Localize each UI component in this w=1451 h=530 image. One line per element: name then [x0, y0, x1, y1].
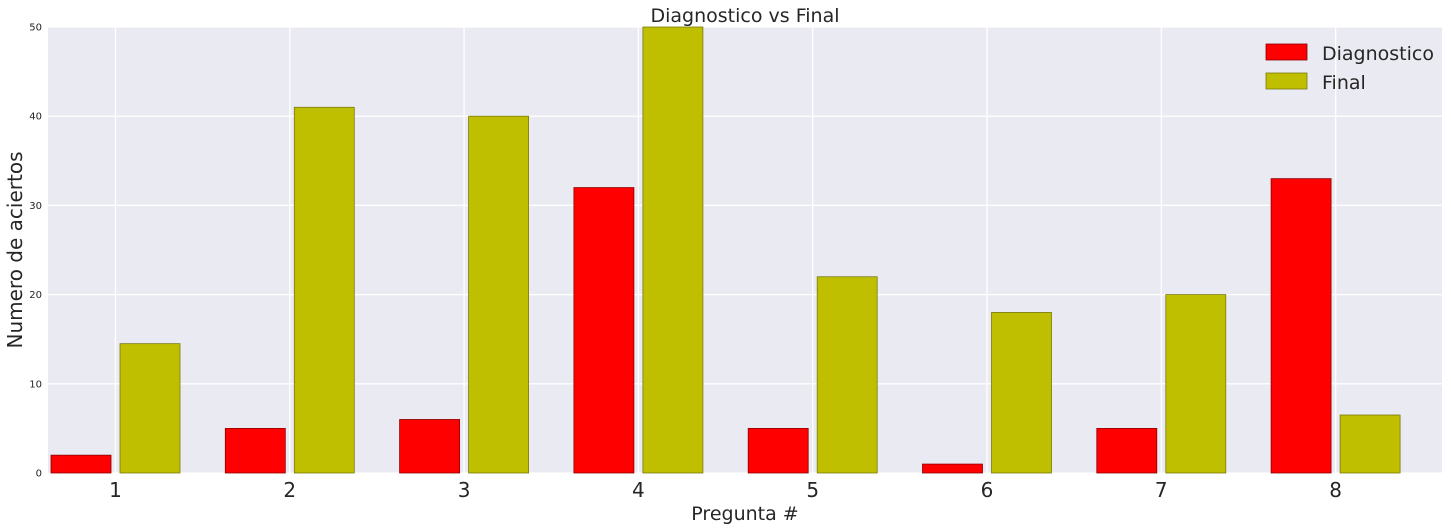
x-tick-labels: 1 2 3 4 5 6 7 8	[109, 478, 1342, 502]
bar-final-5	[816, 276, 878, 474]
bar-final-4	[642, 26, 704, 474]
legend-swatch-final	[1265, 72, 1308, 90]
bar-final-6	[991, 312, 1052, 474]
bars	[50, 26, 1401, 474]
x-axis-label: Pregunta #	[691, 503, 798, 525]
x-tick-label: 4	[632, 478, 645, 502]
bar-final-3	[468, 115, 530, 474]
bar-diagnostico-6	[922, 463, 983, 474]
gridlines	[48, 26, 1442, 474]
x-tick-label: 6	[981, 478, 994, 502]
y-tick-label: 50	[29, 23, 42, 34]
y-tick-label: 10	[29, 379, 42, 390]
y-tick-label: 40	[29, 112, 42, 123]
x-tick-label: 8	[1329, 478, 1342, 502]
bar-final-7	[1165, 294, 1227, 474]
bar-diagnostico-3	[399, 419, 461, 474]
bar-diagnostico-5	[747, 427, 809, 474]
y-axis-label: Numero de aciertos	[3, 152, 27, 349]
y-tick-label: 30	[29, 201, 42, 212]
bar-final-2	[293, 106, 355, 474]
bar-diagnostico-8	[1270, 178, 1332, 474]
legend-label-final: Final	[1322, 72, 1366, 94]
plot-area	[48, 27, 1442, 473]
bar-diagnostico-2	[224, 427, 286, 474]
bar-diagnostico-1	[50, 454, 112, 474]
y-tick-label: 20	[29, 290, 42, 301]
y-tick-labels: 0 10 20 30 40 50	[29, 23, 42, 480]
bar-diagnostico-7	[1096, 427, 1158, 474]
legend-swatch-diagnostico	[1265, 43, 1308, 61]
legend-label-diagnostico: Diagnostico	[1322, 43, 1434, 65]
x-tick-label: 7	[1155, 478, 1168, 502]
bar-final-8	[1339, 414, 1401, 474]
x-tick-label: 3	[458, 478, 471, 502]
x-tick-label: 2	[283, 478, 296, 502]
legend: Diagnostico Final	[1265, 43, 1434, 94]
y-tick-label: 0	[36, 469, 42, 480]
bar-diagnostico-4	[573, 187, 635, 474]
x-tick-label: 1	[109, 478, 122, 502]
bar-final-1	[119, 343, 181, 474]
chart-title: Diagnostico vs Final	[651, 5, 840, 27]
x-tick-label: 5	[806, 478, 819, 502]
